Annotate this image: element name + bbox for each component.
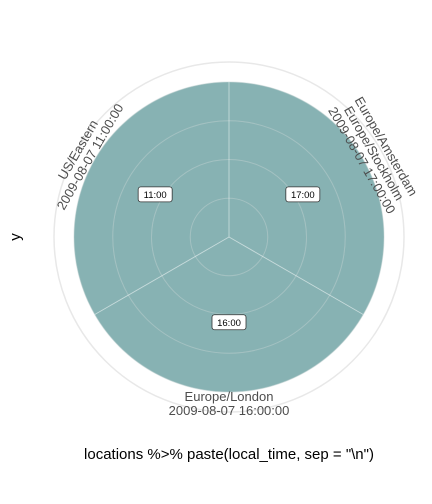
slice-data-labels: 17:00 16:00 11:00 [137, 186, 321, 331]
slice-boundary [94, 236, 230, 315]
slice-label: 16:00 [211, 314, 247, 331]
grid-ring-shade [189, 197, 269, 277]
slice-label-text: 17:00 [291, 190, 315, 201]
grid-ring-shade [112, 120, 346, 354]
slice-label: 11:00 [137, 186, 173, 203]
grid-ring [112, 120, 346, 354]
slice-label-text: 16:00 [217, 318, 241, 329]
grid-ring-shade [73, 81, 385, 393]
slice-label-box [285, 186, 321, 203]
category-label: Europe/London 2009-08-07 16:00:00 [169, 389, 290, 418]
slice-boundary [228, 236, 364, 315]
category-label-line: Europe/London [185, 389, 274, 404]
x-axis-title: locations %>% paste(local_time, sep = "\… [84, 446, 374, 463]
slice-label-box [211, 314, 247, 331]
slice-label-box [137, 186, 173, 203]
slice-label: 17:00 [285, 186, 321, 203]
grid-ring [73, 81, 385, 393]
grid-ring [189, 197, 269, 277]
category-label-line: 2009-08-07 16:00:00 [169, 403, 290, 418]
slice-label-text: 11:00 [144, 190, 167, 201]
y-axis-title: y [7, 233, 24, 241]
